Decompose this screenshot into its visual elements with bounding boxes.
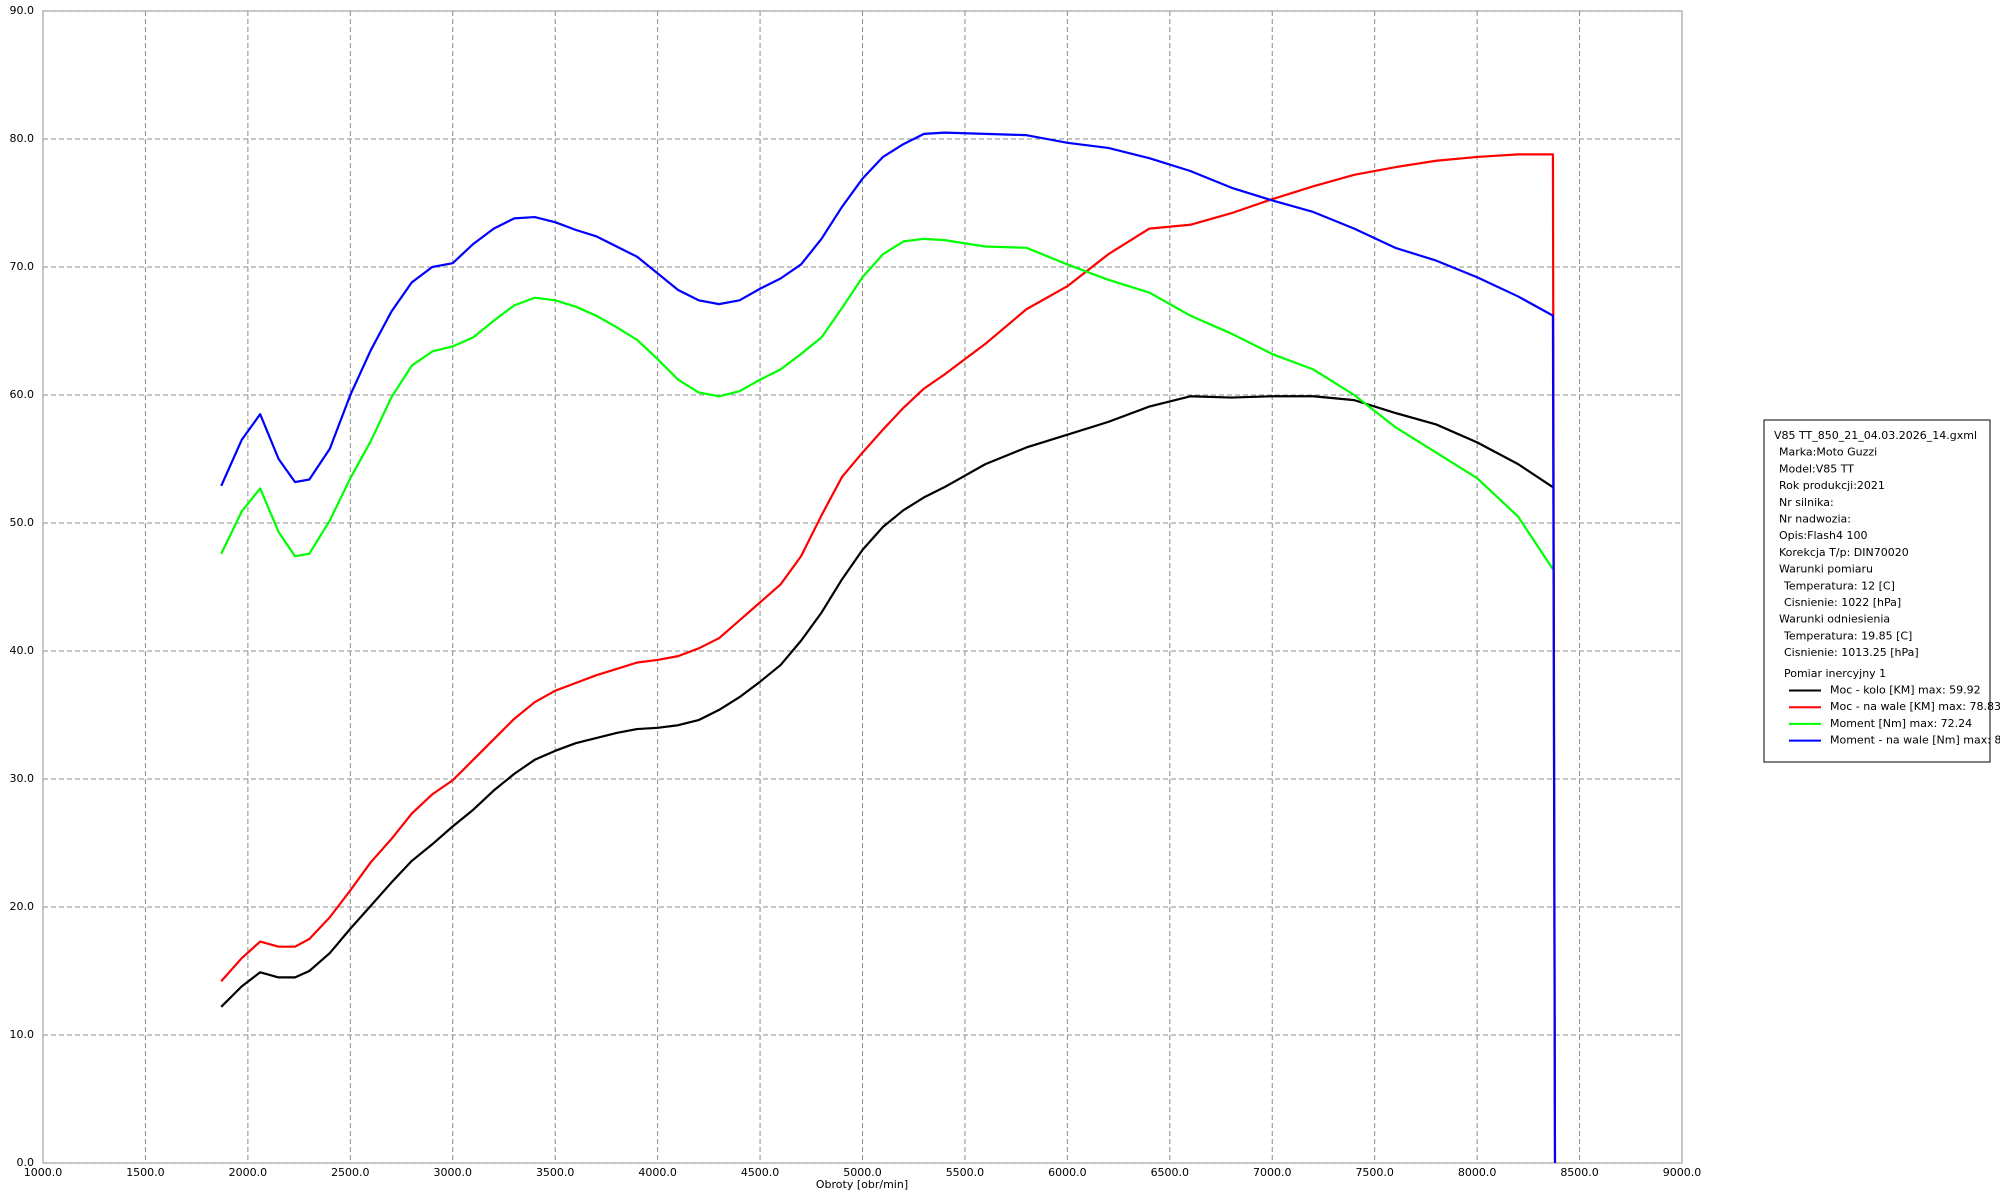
x-tick-label: 1500.0 [126,1166,165,1179]
x-tick-label: 3500.0 [536,1166,575,1179]
y-tick-label: 60.0 [10,388,35,401]
series-line [220,153,1557,1164]
legend-label: Moc - kolo [KM] max: 59.92 [1830,684,1981,697]
x-tick-label: 8500.0 [1560,1166,1599,1179]
x-tick-label: 4500.0 [741,1166,780,1179]
y-tick-label: 80.0 [10,132,35,145]
y-tick-label: 40.0 [10,644,35,657]
legend-label: Moment [Nm] max: 72.24 [1830,717,1972,730]
series-line [220,395,1554,1008]
info-line: Cisnienie: 1022 [hPa] [1784,596,1901,609]
info-line: Cisnienie: 1013.25 [hPa] [1784,646,1919,659]
x-tick-label: 6000.0 [1048,1166,1087,1179]
info-line: Rok produkcji:2021 [1779,479,1885,492]
info-line: Warunki pomiaru [1779,563,1873,576]
x-tick-label: 9000.0 [1663,1166,1702,1179]
x-tick-label: 5000.0 [843,1166,882,1179]
x-tick-label: 5500.0 [946,1166,985,1179]
y-tick-label: 10.0 [10,1028,35,1041]
info-line: V85 TT_850_21_04.03.2026_14.gxml [1774,429,1977,442]
y-tick-label: 50.0 [10,516,35,529]
info-line: Marka:Moto Guzzi [1779,446,1877,459]
x-tick-label: 6500.0 [1151,1166,1190,1179]
y-tick-label: 30.0 [10,772,35,785]
y-tick-label: 0.0 [17,1156,35,1169]
info-line: Nr nadwozia: [1779,513,1851,526]
x-tick-label: 7000.0 [1253,1166,1292,1179]
x-tick-label: 8000.0 [1458,1166,1497,1179]
info-line: Warunki odniesienia [1779,613,1890,626]
legend-label: Moc - na wale [KM] max: 78.83 [1830,700,2000,713]
x-axis-title: Obroty [obr/min] [816,1178,908,1191]
info-line: Nr silnika: [1779,496,1834,509]
info-line: Opis:Flash4 100 [1779,529,1867,542]
legend-label: Moment - na wale [Nm] max: 80.54 [1830,734,2000,747]
x-tick-label: 7500.0 [1355,1166,1394,1179]
x-tick-label: 2000.0 [229,1166,268,1179]
info-line: Temperatura: 19.85 [C] [1783,629,1912,642]
series-line [220,237,1554,570]
info-line: Temperatura: 12 [C] [1783,579,1895,592]
x-tick-label: 4000.0 [638,1166,677,1179]
x-tick-label: 1000.0 [24,1166,63,1179]
info-line: Korekcja T/p: DIN70020 [1779,546,1909,559]
x-tick-label: 3000.0 [434,1166,473,1179]
series-line [220,131,1557,1164]
info-line: Model:V85 TT [1779,462,1854,475]
y-tick-label: 90.0 [10,4,35,17]
legend-title: Pomiar inercyjny 1 [1784,667,1886,680]
x-tick-label: 2500.0 [331,1166,370,1179]
y-tick-label: 70.0 [10,260,35,273]
legend-box [1763,419,1991,763]
y-tick-label: 20.0 [10,900,35,913]
